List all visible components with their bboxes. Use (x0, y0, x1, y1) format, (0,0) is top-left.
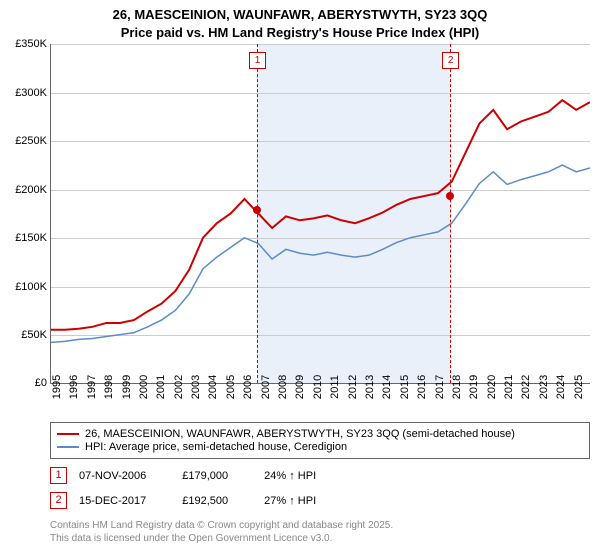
legend-blue: HPI: Average price, semi-detached house,… (85, 441, 347, 453)
y-tick: £350K (15, 38, 51, 50)
title-line2: Price paid vs. HM Land Registry's House … (0, 24, 600, 42)
y-tick: £250K (15, 135, 51, 147)
y-tick: £0 (35, 377, 51, 389)
title-line1: 26, MAESCEINION, WAUNFAWR, ABERYSTWYTH, … (0, 6, 600, 24)
y-tick: £150K (15, 232, 51, 244)
marker-2: 2 (442, 52, 459, 69)
y-tick: £200K (15, 184, 51, 196)
y-tick: £50K (21, 329, 51, 341)
chart: £0£50K£100K£150K£200K£250K£300K£350K1995… (50, 44, 590, 414)
sale-row: 215-DEC-2017£192,50027% ↑ HPI (50, 492, 590, 509)
y-tick: £300K (15, 87, 51, 99)
marker-1: 1 (249, 52, 266, 69)
legend-red: 26, MAESCEINION, WAUNFAWR, ABERYSTWYTH, … (85, 428, 515, 440)
y-tick: £100K (15, 281, 51, 293)
legend: 26, MAESCEINION, WAUNFAWR, ABERYSTWYTH, … (50, 422, 590, 459)
sale-row: 107-NOV-2006£179,00024% ↑ HPI (50, 467, 590, 484)
footnote: Contains HM Land Registry data © Crown c… (50, 519, 590, 545)
